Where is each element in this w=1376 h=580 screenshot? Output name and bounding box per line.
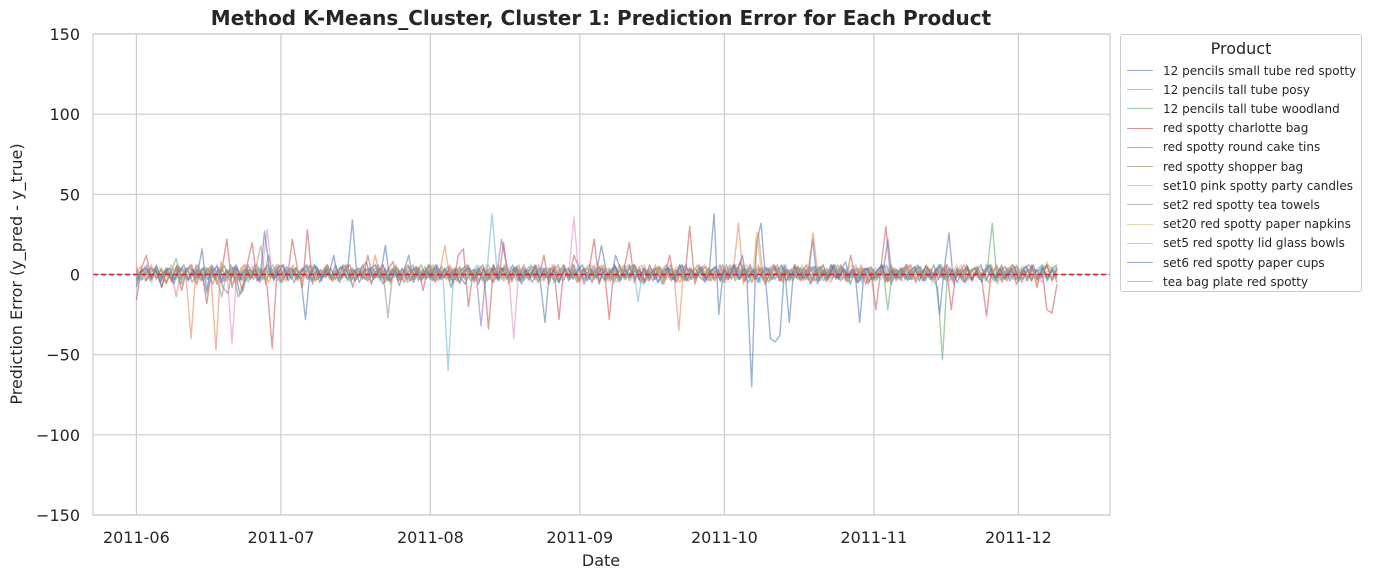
legend-item: 12 pencils tall tube woodland: [1127, 99, 1340, 118]
legend-swatch: [1127, 127, 1153, 129]
legend-label: set10 pink spotty party candles: [1163, 178, 1353, 193]
legend-item: set2 red spotty tea towels: [1127, 195, 1320, 214]
y-tick-label: −100: [36, 426, 80, 445]
x-tick-label: 2011-07: [248, 528, 315, 547]
legend-swatch: [1127, 262, 1153, 263]
series-line: [135, 212, 1058, 372]
legend-label: set2 red spotty tea towels: [1163, 197, 1320, 212]
legend-item: 12 pencils small tube red spotty: [1127, 61, 1356, 80]
series-line: [135, 212, 1058, 388]
x-tick-label: 2011-08: [397, 528, 464, 547]
x-axis-label: Date: [582, 551, 620, 570]
legend-item: set10 pink spotty party candles: [1127, 176, 1353, 195]
chart-title: Method K-Means_Cluster, Cluster 1: Predi…: [211, 6, 992, 30]
y-tick-label: 50: [60, 185, 80, 204]
series-line: [135, 222, 1058, 361]
legend-item: set20 red spotty paper napkins: [1127, 215, 1351, 234]
y-axis-label: Prediction Error (y_pred - y_true): [7, 143, 27, 404]
legend-label: tea bag plate red spotty: [1163, 274, 1309, 289]
legend-swatch: [1127, 204, 1153, 206]
x-tick-label: 2011-11: [840, 528, 907, 547]
legend-item: tea bag plate red spotty: [1127, 272, 1308, 291]
y-tick-label: 150: [49, 25, 80, 44]
y-tick-label: 0: [70, 266, 80, 285]
legend-swatch: [1127, 281, 1153, 283]
legend: Product 12 pencils small tube red spotty…: [1120, 34, 1362, 292]
y-tick-label: −50: [46, 346, 80, 365]
legend-label: 12 pencils tall tube woodland: [1163, 101, 1340, 116]
legend-swatch: [1127, 146, 1153, 148]
legend-swatch: [1127, 108, 1153, 110]
legend-label: red spotty shopper bag: [1163, 159, 1304, 174]
y-tick-label: 100: [49, 105, 80, 124]
x-tick-labels: 2011-06 2011-07 2011-08 2011-09 2011-10 2011-…: [103, 528, 1052, 547]
series-line: [135, 222, 1058, 351]
series-line: [135, 225, 1058, 349]
x-tick-label: 2011-10: [691, 528, 758, 547]
y-tick-label: −150: [36, 506, 80, 525]
legend-label: 12 pencils small tube red spotty: [1163, 63, 1357, 78]
legend-swatch: [1127, 89, 1153, 91]
legend-label: set20 red spotty paper napkins: [1163, 217, 1351, 232]
legend-item: red spotty shopper bag: [1127, 157, 1303, 176]
legend-label: set6 red spotty paper cups: [1163, 255, 1325, 270]
legend-title: Product: [1210, 39, 1272, 58]
legend-swatch: [1127, 166, 1153, 167]
legend-swatch: [1127, 185, 1153, 187]
legend-item: red spotty round cake tins: [1127, 138, 1320, 157]
plot-frame: [92, 33, 1111, 516]
y-tick-labels: −150 −100 −50 0 50 100 150: [36, 25, 80, 525]
legend-item: red spotty charlotte bag: [1127, 119, 1308, 138]
x-tick-label: 2011-12: [985, 528, 1052, 547]
legend-item: 12 pencils tall tube posy: [1127, 80, 1310, 99]
legend-swatch: [1127, 70, 1153, 71]
x-tick-label: 2011-09: [546, 528, 613, 547]
legend-label: red spotty charlotte bag: [1163, 121, 1309, 136]
x-tick-label: 2011-06: [103, 528, 170, 547]
legend-swatch: [1127, 223, 1153, 225]
series-line: [135, 230, 1058, 284]
legend-label: set5 red spotty lid glass bowls: [1163, 236, 1345, 251]
legend-label: red spotty round cake tins: [1163, 140, 1321, 155]
legend-label: 12 pencils tall tube posy: [1163, 82, 1310, 97]
legend-swatch: [1127, 242, 1153, 244]
series-lines: [135, 212, 1058, 388]
legend-item: set5 red spotty lid glass bowls: [1127, 234, 1345, 253]
legend-item: set6 red spotty paper cups: [1127, 253, 1325, 272]
